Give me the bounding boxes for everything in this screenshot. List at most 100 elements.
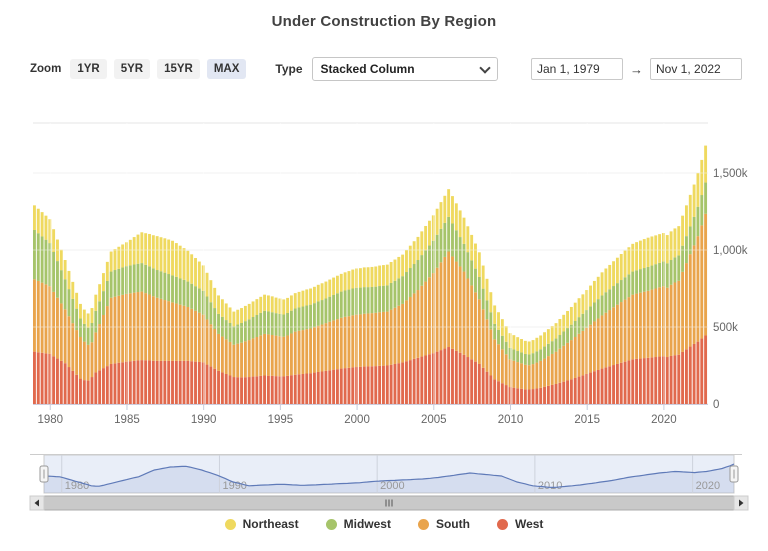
column-segment-west[interactable]	[205, 364, 209, 404]
column-segment-west[interactable]	[109, 363, 113, 404]
column-segment-south[interactable]	[251, 338, 255, 377]
column-segment-midwest[interactable]	[408, 268, 412, 297]
column-segment-south[interactable]	[451, 256, 454, 349]
column-segment-midwest[interactable]	[217, 313, 220, 334]
scrollbar-left-arrow[interactable]	[29, 495, 45, 511]
column-segment-south[interactable]	[56, 297, 59, 359]
column-segment-west[interactable]	[477, 363, 481, 404]
column-segment-midwest[interactable]	[109, 271, 113, 298]
column-segment-midwest[interactable]	[435, 234, 439, 268]
column-segment-northeast[interactable]	[240, 308, 243, 323]
column-segment-south[interactable]	[40, 282, 44, 353]
column-segment-south[interactable]	[543, 358, 546, 387]
column-segment-west[interactable]	[132, 360, 136, 404]
column-segment-west[interactable]	[665, 357, 669, 404]
column-segment-west[interactable]	[366, 366, 370, 404]
column-segment-northeast[interactable]	[358, 268, 362, 288]
column-segment-west[interactable]	[36, 352, 40, 404]
column-segment-midwest[interactable]	[604, 292, 608, 313]
column-segment-south[interactable]	[136, 292, 140, 361]
column-segment-midwest[interactable]	[182, 279, 186, 306]
column-segment-west[interactable]	[197, 361, 201, 404]
column-segment-midwest[interactable]	[692, 216, 696, 246]
column-segment-northeast[interactable]	[692, 184, 696, 217]
column-segment-south[interactable]	[52, 291, 56, 357]
column-segment-northeast[interactable]	[592, 280, 596, 303]
column-segment-west[interactable]	[608, 366, 612, 404]
column-segment-west[interactable]	[474, 361, 477, 404]
column-segment-west[interactable]	[523, 389, 527, 404]
column-segment-south[interactable]	[82, 341, 86, 381]
column-segment-south[interactable]	[259, 335, 263, 376]
column-segment-south[interactable]	[382, 311, 385, 366]
column-segment-midwest[interactable]	[397, 278, 401, 306]
column-segment-south[interactable]	[497, 344, 500, 382]
column-segment-south[interactable]	[658, 287, 662, 357]
column-segment-midwest[interactable]	[236, 324, 240, 344]
column-segment-midwest[interactable]	[535, 351, 539, 363]
column-segment-west[interactable]	[309, 373, 313, 404]
column-segment-northeast[interactable]	[140, 232, 144, 264]
column-segment-west[interactable]	[535, 388, 539, 404]
column-segment-south[interactable]	[105, 306, 109, 367]
column-segment-northeast[interactable]	[217, 295, 220, 314]
column-segment-northeast[interactable]	[247, 303, 251, 320]
column-segment-south[interactable]	[650, 289, 654, 358]
column-segment-northeast[interactable]	[504, 326, 508, 342]
column-segment-northeast[interactable]	[148, 233, 151, 267]
column-segment-northeast[interactable]	[98, 284, 102, 302]
column-segment-northeast[interactable]	[500, 319, 504, 336]
column-segment-northeast[interactable]	[581, 294, 585, 314]
column-segment-midwest[interactable]	[132, 264, 136, 293]
column-segment-northeast[interactable]	[220, 299, 224, 317]
column-segment-west[interactable]	[546, 385, 550, 404]
column-segment-west[interactable]	[531, 389, 535, 404]
column-segment-south[interactable]	[155, 297, 159, 361]
column-segment-midwest[interactable]	[596, 299, 600, 319]
column-segment-west[interactable]	[688, 346, 692, 404]
column-segment-south[interactable]	[531, 364, 535, 390]
column-segment-midwest[interactable]	[546, 343, 550, 357]
column-segment-south[interactable]	[366, 313, 370, 367]
column-segment-midwest[interactable]	[59, 270, 63, 304]
column-segment-south[interactable]	[79, 337, 82, 379]
column-segment-west[interactable]	[351, 367, 355, 404]
column-segment-south[interactable]	[205, 319, 209, 365]
column-segment-northeast[interactable]	[589, 285, 592, 307]
column-segment-south[interactable]	[209, 324, 213, 367]
column-segment-south[interactable]	[370, 313, 374, 367]
column-segment-south[interactable]	[692, 245, 696, 344]
column-segment-northeast[interactable]	[282, 299, 286, 315]
column-segment-northeast[interactable]	[627, 247, 631, 275]
column-segment-northeast[interactable]	[40, 212, 44, 237]
column-segment-west[interactable]	[581, 375, 585, 404]
column-segment-northeast[interactable]	[90, 308, 94, 323]
column-segment-south[interactable]	[684, 263, 688, 350]
column-segment-midwest[interactable]	[704, 182, 708, 214]
column-segment-south[interactable]	[232, 344, 236, 378]
column-segment-west[interactable]	[623, 361, 627, 404]
column-segment-midwest[interactable]	[531, 353, 535, 365]
column-segment-northeast[interactable]	[631, 243, 635, 272]
column-segment-northeast[interactable]	[324, 281, 328, 299]
column-segment-midwest[interactable]	[638, 269, 642, 293]
column-segment-south[interactable]	[458, 266, 462, 353]
column-segment-south[interactable]	[59, 303, 63, 361]
column-segment-northeast[interactable]	[420, 231, 424, 256]
column-segment-northeast[interactable]	[86, 313, 90, 328]
column-segment-midwest[interactable]	[343, 290, 347, 317]
column-segment-northeast[interactable]	[385, 264, 389, 286]
column-segment-northeast[interactable]	[454, 203, 458, 231]
column-segment-west[interactable]	[566, 380, 569, 404]
column-segment-south[interactable]	[197, 312, 201, 362]
column-segment-west[interactable]	[635, 358, 639, 404]
column-segment-midwest[interactable]	[493, 323, 497, 340]
column-segment-northeast[interactable]	[615, 257, 619, 284]
column-segment-northeast[interactable]	[259, 296, 263, 313]
column-segment-midwest[interactable]	[389, 282, 393, 310]
column-segment-midwest[interactable]	[151, 268, 155, 297]
column-segment-south[interactable]	[33, 279, 36, 352]
column-segment-northeast[interactable]	[163, 238, 167, 273]
column-segment-west[interactable]	[592, 371, 596, 404]
column-segment-northeast[interactable]	[619, 254, 623, 281]
